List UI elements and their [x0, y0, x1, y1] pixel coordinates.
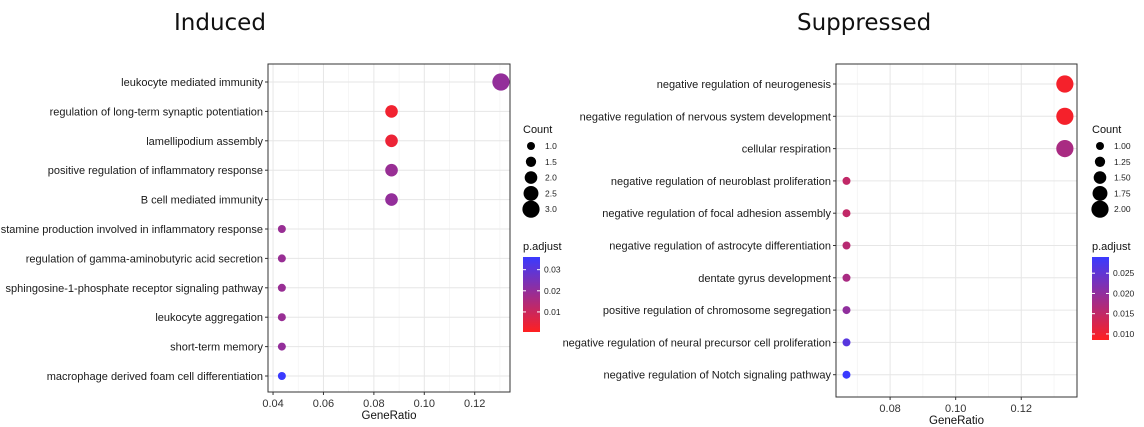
data-point — [842, 209, 851, 218]
count-legend-dot — [522, 200, 540, 218]
data-point — [385, 193, 398, 206]
data-point — [1056, 107, 1074, 125]
category-label: regulation of gamma-aminobutyric acid se… — [26, 253, 263, 265]
data-point — [842, 370, 851, 379]
x-tick-label: 0.08 — [363, 398, 384, 410]
data-point — [492, 73, 510, 91]
category-label: leukocyte mediated immunity — [121, 77, 263, 89]
x-axis-title: GeneRatio — [362, 410, 417, 422]
plot-border — [267, 63, 511, 393]
count-legend-label: 1.5 — [545, 157, 557, 167]
category-label: histamine production involved in inflamm… — [0, 224, 263, 236]
category-label: sphingosine-1-phosphate receptor signali… — [6, 283, 264, 295]
data-point — [277, 283, 286, 292]
count-legend-title: Count — [1092, 124, 1121, 136]
data-point — [1056, 75, 1074, 93]
category-label: leukocyte aggregation — [155, 312, 263, 324]
padjust-legend-label: 0.02 — [544, 286, 561, 296]
data-point — [277, 225, 286, 233]
x-tick-label: 0.08 — [879, 403, 900, 415]
count-legend-label: 1.75 — [1114, 188, 1131, 198]
plot-area — [836, 64, 1077, 397]
count-legend-dot — [1092, 185, 1108, 201]
grid — [836, 64, 1077, 397]
data-point — [277, 313, 286, 322]
data-point — [842, 176, 851, 185]
count-legend-dot — [1091, 200, 1109, 218]
data-point — [842, 338, 851, 347]
count-legend-dot — [1093, 171, 1107, 184]
x-tick-label: 0.10 — [414, 398, 435, 410]
x-tick-label: 0.10 — [945, 403, 966, 415]
count-legend-label: 2.0 — [545, 173, 557, 183]
category-label: macrophage derived foam cell differentia… — [47, 371, 263, 383]
count-legend-dot — [1094, 156, 1106, 167]
padjust-legend-label: 0.020 — [1113, 288, 1135, 298]
category-label: negative regulation of neuroblast prolif… — [611, 176, 831, 188]
category-label: negative regulation of neural precursor … — [563, 337, 831, 349]
category-label: short-term memory — [170, 342, 263, 354]
data-point — [1056, 140, 1074, 158]
x-tick-label: 0.12 — [464, 398, 485, 410]
count-legend-dot — [524, 171, 538, 184]
plot-border — [835, 63, 1078, 398]
suppressed-title: Suppressed — [797, 10, 932, 36]
data-point — [277, 372, 286, 380]
category-label: dentate gyrus development — [698, 273, 831, 285]
data-point — [385, 163, 398, 177]
count-legend-label: 1.0 — [545, 141, 557, 151]
category-label: negative regulation of focal adhesion as… — [602, 208, 831, 220]
data-point — [277, 254, 286, 263]
padjust-legend-label: 0.03 — [544, 265, 561, 275]
category-label: B cell mediated immunity — [141, 195, 264, 207]
padjust-colorbar — [523, 257, 540, 332]
data-point — [842, 241, 851, 250]
x-axis-title: GeneRatio — [929, 415, 984, 427]
data-point — [842, 306, 851, 315]
category-label: negative regulation of astrocyte differe… — [609, 241, 831, 253]
category-label: positive regulation of chromosome segreg… — [603, 305, 831, 317]
data-point — [385, 134, 398, 148]
count-legend-dot — [1096, 142, 1104, 150]
count-legend-label: 1.00 — [1114, 141, 1131, 151]
grid — [268, 64, 510, 392]
induced-title: Induced — [174, 10, 266, 36]
padjust-legend-title: p.adjust — [1092, 241, 1131, 253]
plot-area — [268, 64, 510, 392]
padjust-colorbar — [1092, 257, 1109, 340]
padjust-legend-label: 0.01 — [544, 307, 561, 317]
category-label: regulation of long-term synaptic potenti… — [50, 106, 263, 118]
category-label: negative regulation of neurogenesis — [657, 79, 832, 91]
panel-suppressed: negative regulation of neurogenesis negat… — [563, 63, 1135, 427]
category-label: negative regulation of nervous system de… — [580, 111, 831, 123]
category-label: negative regulation of Notch signaling p… — [604, 370, 832, 382]
x-tick-label: 0.04 — [262, 398, 283, 410]
data-point — [842, 273, 851, 282]
panel-induced: leukocyte mediated immunity regulation of… — [0, 63, 562, 422]
count-legend-dot — [527, 142, 535, 150]
padjust-legend-label: 0.010 — [1113, 329, 1135, 339]
category-label: cellular respiration — [742, 144, 831, 156]
count-legend-label: 3.0 — [545, 204, 557, 214]
count-legend-dot — [525, 156, 537, 167]
count-legend-title: Count — [523, 124, 552, 136]
count-legend-label: 2.5 — [545, 188, 557, 198]
x-tick-label: 0.12 — [1011, 403, 1032, 415]
data-point — [385, 105, 398, 118]
category-label: lamellipodium assembly — [146, 136, 263, 148]
count-legend-dot — [523, 185, 539, 201]
count-legend-label: 1.50 — [1114, 173, 1131, 183]
padjust-legend-label: 0.015 — [1113, 309, 1135, 319]
padjust-legend-title: p.adjust — [523, 241, 562, 253]
count-legend-label: 2.00 — [1114, 204, 1131, 214]
data-point — [277, 342, 286, 351]
x-tick-label: 0.06 — [313, 398, 334, 410]
category-label: positive regulation of inflammatory resp… — [48, 165, 263, 177]
count-legend-label: 1.25 — [1114, 157, 1131, 167]
padjust-legend-label: 0.025 — [1113, 268, 1135, 278]
